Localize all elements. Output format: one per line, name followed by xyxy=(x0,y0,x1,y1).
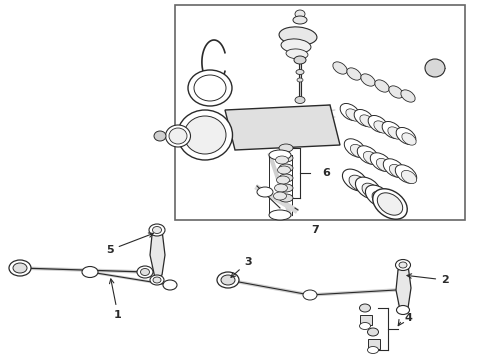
Ellipse shape xyxy=(279,154,293,162)
Ellipse shape xyxy=(277,166,291,174)
Ellipse shape xyxy=(402,133,416,145)
Ellipse shape xyxy=(279,164,293,172)
Ellipse shape xyxy=(166,125,191,147)
Ellipse shape xyxy=(425,59,445,77)
Ellipse shape xyxy=(368,328,378,336)
Ellipse shape xyxy=(194,75,226,101)
Ellipse shape xyxy=(361,74,375,86)
Bar xyxy=(175,5,465,220)
Ellipse shape xyxy=(368,116,388,132)
Ellipse shape xyxy=(279,27,317,45)
Ellipse shape xyxy=(169,128,187,144)
Ellipse shape xyxy=(269,150,291,160)
Ellipse shape xyxy=(396,127,416,144)
Ellipse shape xyxy=(383,159,405,177)
Polygon shape xyxy=(150,230,165,278)
Ellipse shape xyxy=(274,184,288,192)
Ellipse shape xyxy=(360,115,374,127)
Ellipse shape xyxy=(390,165,405,177)
Ellipse shape xyxy=(343,169,368,191)
Ellipse shape xyxy=(401,90,415,102)
Ellipse shape xyxy=(350,144,366,158)
Ellipse shape xyxy=(217,272,239,288)
Ellipse shape xyxy=(377,193,403,215)
Ellipse shape xyxy=(150,275,164,285)
Ellipse shape xyxy=(340,103,360,121)
Ellipse shape xyxy=(389,86,403,98)
Text: 5: 5 xyxy=(106,233,153,255)
Ellipse shape xyxy=(366,185,391,207)
Ellipse shape xyxy=(13,263,27,273)
Ellipse shape xyxy=(373,189,407,219)
Ellipse shape xyxy=(275,156,289,164)
Ellipse shape xyxy=(297,78,303,82)
Ellipse shape xyxy=(295,96,305,104)
Ellipse shape xyxy=(281,39,311,53)
Ellipse shape xyxy=(279,194,293,202)
Ellipse shape xyxy=(184,116,226,154)
Ellipse shape xyxy=(276,176,290,184)
Text: 3: 3 xyxy=(231,257,252,277)
Ellipse shape xyxy=(279,174,293,182)
Ellipse shape xyxy=(177,110,232,160)
Ellipse shape xyxy=(399,262,407,268)
Ellipse shape xyxy=(257,187,273,197)
Ellipse shape xyxy=(375,80,389,92)
Text: 6: 6 xyxy=(322,168,330,178)
Ellipse shape xyxy=(344,139,366,157)
Ellipse shape xyxy=(295,10,305,18)
Ellipse shape xyxy=(368,346,378,354)
Ellipse shape xyxy=(374,121,388,133)
Ellipse shape xyxy=(360,323,370,329)
Ellipse shape xyxy=(388,127,402,139)
Text: 2: 2 xyxy=(407,274,449,285)
Text: 7: 7 xyxy=(311,225,319,235)
Ellipse shape xyxy=(357,146,379,164)
Ellipse shape xyxy=(153,277,161,283)
Polygon shape xyxy=(396,265,411,310)
Ellipse shape xyxy=(137,266,153,278)
Text: 1: 1 xyxy=(109,279,122,320)
Ellipse shape xyxy=(372,191,390,207)
Text: 4: 4 xyxy=(404,313,412,323)
Ellipse shape xyxy=(360,304,370,312)
Ellipse shape xyxy=(141,269,149,275)
Ellipse shape xyxy=(354,109,374,126)
Ellipse shape xyxy=(382,121,402,139)
Ellipse shape xyxy=(395,165,416,183)
Ellipse shape xyxy=(82,266,98,278)
Ellipse shape xyxy=(221,275,235,285)
Ellipse shape xyxy=(279,144,293,152)
Ellipse shape xyxy=(154,131,166,141)
Ellipse shape xyxy=(364,151,379,165)
Ellipse shape xyxy=(296,69,304,75)
Ellipse shape xyxy=(303,290,317,300)
Ellipse shape xyxy=(333,62,347,74)
Ellipse shape xyxy=(163,280,177,290)
Ellipse shape xyxy=(293,16,307,24)
Ellipse shape xyxy=(286,49,308,59)
Polygon shape xyxy=(225,105,340,150)
Ellipse shape xyxy=(152,226,162,234)
Ellipse shape xyxy=(370,153,392,171)
Bar xyxy=(360,315,372,325)
Ellipse shape xyxy=(395,260,411,270)
Ellipse shape xyxy=(346,109,360,121)
Ellipse shape xyxy=(294,56,306,64)
Ellipse shape xyxy=(279,184,293,192)
Ellipse shape xyxy=(349,175,367,191)
Bar xyxy=(368,339,380,349)
Ellipse shape xyxy=(401,170,416,184)
Ellipse shape xyxy=(273,192,287,200)
Ellipse shape xyxy=(376,158,392,172)
Ellipse shape xyxy=(149,224,165,236)
Ellipse shape xyxy=(188,70,232,106)
Ellipse shape xyxy=(362,183,380,199)
Ellipse shape xyxy=(9,260,31,276)
Ellipse shape xyxy=(269,210,291,220)
Ellipse shape xyxy=(396,306,410,315)
Ellipse shape xyxy=(355,177,381,199)
Ellipse shape xyxy=(347,68,361,80)
